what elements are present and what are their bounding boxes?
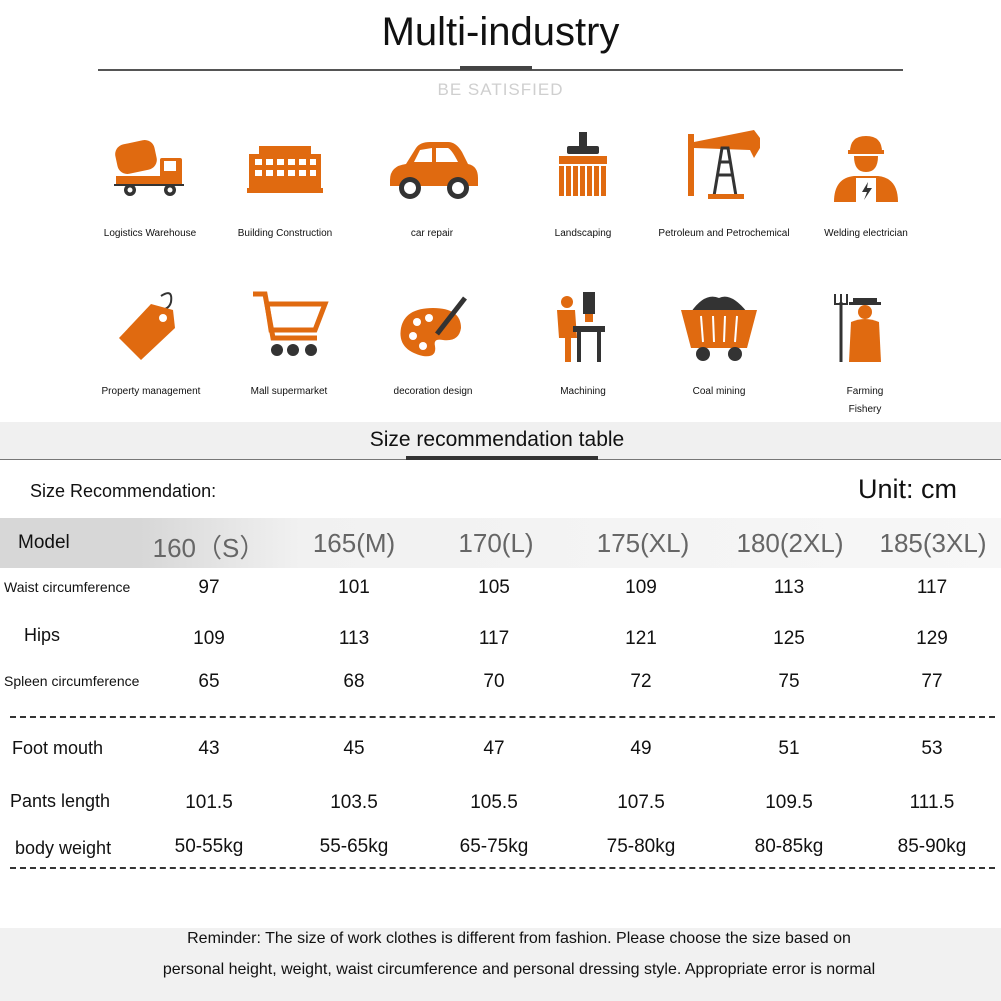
paint-palette-icon <box>393 288 473 368</box>
table-cell: 113 <box>773 577 805 598</box>
size-header: 185(3XL) <box>879 528 987 558</box>
reminder-line-2: personal height, weight, waist circumfer… <box>162 961 876 978</box>
row-label-pants-length: Pants length <box>10 791 111 811</box>
table-cell: 101.5 <box>185 792 233 813</box>
table-cell: 117 <box>916 577 948 598</box>
row-label-waist: Waist circumference <box>4 579 131 595</box>
table-cell: 77 <box>921 671 943 692</box>
table-cell: 111.5 <box>909 792 955 813</box>
table-cell: 101 <box>338 577 370 598</box>
reminder-line-1: Reminder: The size of work clothes is di… <box>187 930 851 947</box>
table-heading-accent <box>406 456 598 460</box>
oil-pump-icon <box>684 130 764 210</box>
industry-label: car repair <box>410 228 454 239</box>
building-icon <box>245 130 325 210</box>
size-header: 170(L) <box>458 528 534 558</box>
drill-press-icon <box>543 288 623 368</box>
industry-label: decoration design <box>393 386 473 397</box>
table-cell: 109 <box>625 577 657 598</box>
shopping-cart-icon <box>249 288 329 368</box>
title-divider-accent <box>460 66 532 70</box>
table-cell: 53 <box>921 738 943 759</box>
farmer-icon <box>825 288 905 368</box>
table-cell: 49 <box>630 738 652 759</box>
industry-label: Property management <box>101 386 201 397</box>
dashed-divider <box>10 867 995 869</box>
table-cell: 105.5 <box>470 792 518 813</box>
size-header: 180(2XL) <box>736 528 844 558</box>
model-label: Model <box>18 532 70 553</box>
page-title: Multi-industry <box>381 10 620 54</box>
model-header-row: Model 160（S） 165(M) 170(L) 175(XL) 180(2… <box>0 518 1001 568</box>
table-cell: 80-85kg <box>754 836 824 857</box>
table-cell: 85-90kg <box>897 836 967 857</box>
industry-label: Coal mining <box>692 386 746 397</box>
reminder-band: Reminder: The size of work clothes is di… <box>0 928 1001 1001</box>
unit-label: Unit: cm <box>858 474 958 504</box>
table-cell: 103.5 <box>330 792 378 813</box>
table-cell: 113 <box>338 628 370 649</box>
table-heading-band: Size recommendation table <box>0 422 1001 460</box>
brush-icon <box>543 130 623 210</box>
row-label-hips: Hips <box>24 625 61 645</box>
table-cell: 121 <box>625 628 657 649</box>
industry-label: Petroleum and Petrochemical <box>658 228 790 239</box>
row-label-body-weight: body weight <box>15 838 112 858</box>
table-cell: 51 <box>778 738 800 759</box>
table-cell: 50-55kg <box>174 836 244 857</box>
size-header: 165(M) <box>312 528 396 558</box>
price-tag-icon <box>111 288 191 368</box>
table-cell: 109 <box>193 628 225 649</box>
size-header: 160（S） <box>152 533 266 563</box>
table-cell: 117 <box>478 628 510 649</box>
industry-label: Logistics Warehouse <box>103 228 197 239</box>
industry-label: Building Construction <box>237 228 333 239</box>
table-cell: 43 <box>198 738 220 759</box>
industry-label: Machining <box>560 386 606 397</box>
table-cell: 97 <box>198 577 220 598</box>
table-cell: 65 <box>198 671 220 692</box>
industry-label: Mall supermarket <box>250 386 328 397</box>
table-cell: 105 <box>478 577 510 598</box>
table-cell: 109.5 <box>765 792 813 813</box>
industry-label: Farming <box>846 386 884 397</box>
table-heading: Size recommendation table <box>369 428 625 451</box>
table-cell: 72 <box>630 671 652 692</box>
row-label-foot-mouth: Foot mouth <box>12 738 104 758</box>
table-cell: 47 <box>483 738 505 759</box>
table-cell: 65-75kg <box>459 836 529 857</box>
table-cell: 129 <box>916 628 948 649</box>
table-cell: 107.5 <box>617 792 665 813</box>
table-cell: 75-80kg <box>606 836 676 857</box>
industry-label: Landscaping <box>554 228 612 239</box>
industry-label: Welding electrician <box>824 228 908 239</box>
cement-truck-icon <box>110 130 190 210</box>
size-header: 175(XL) <box>596 528 690 558</box>
mine-cart-icon <box>679 288 759 368</box>
table-cell: 70 <box>483 671 505 692</box>
table-cell: 125 <box>773 628 805 649</box>
dashed-divider <box>10 716 995 718</box>
size-recommendation-label: Size Recommendation: <box>30 481 217 501</box>
table-cell: 68 <box>343 671 365 692</box>
subtitle: BE SATISFIED <box>437 80 564 99</box>
title-divider <box>98 69 903 71</box>
table-cell: 45 <box>343 738 365 759</box>
car-icon <box>382 130 482 210</box>
industry-label-2: Fishery <box>848 404 882 415</box>
table-cell: 55-65kg <box>319 836 389 857</box>
worker-icon <box>826 130 906 210</box>
table-cell: 75 <box>778 671 800 692</box>
row-label-spleen: Spleen circumference <box>4 673 140 689</box>
